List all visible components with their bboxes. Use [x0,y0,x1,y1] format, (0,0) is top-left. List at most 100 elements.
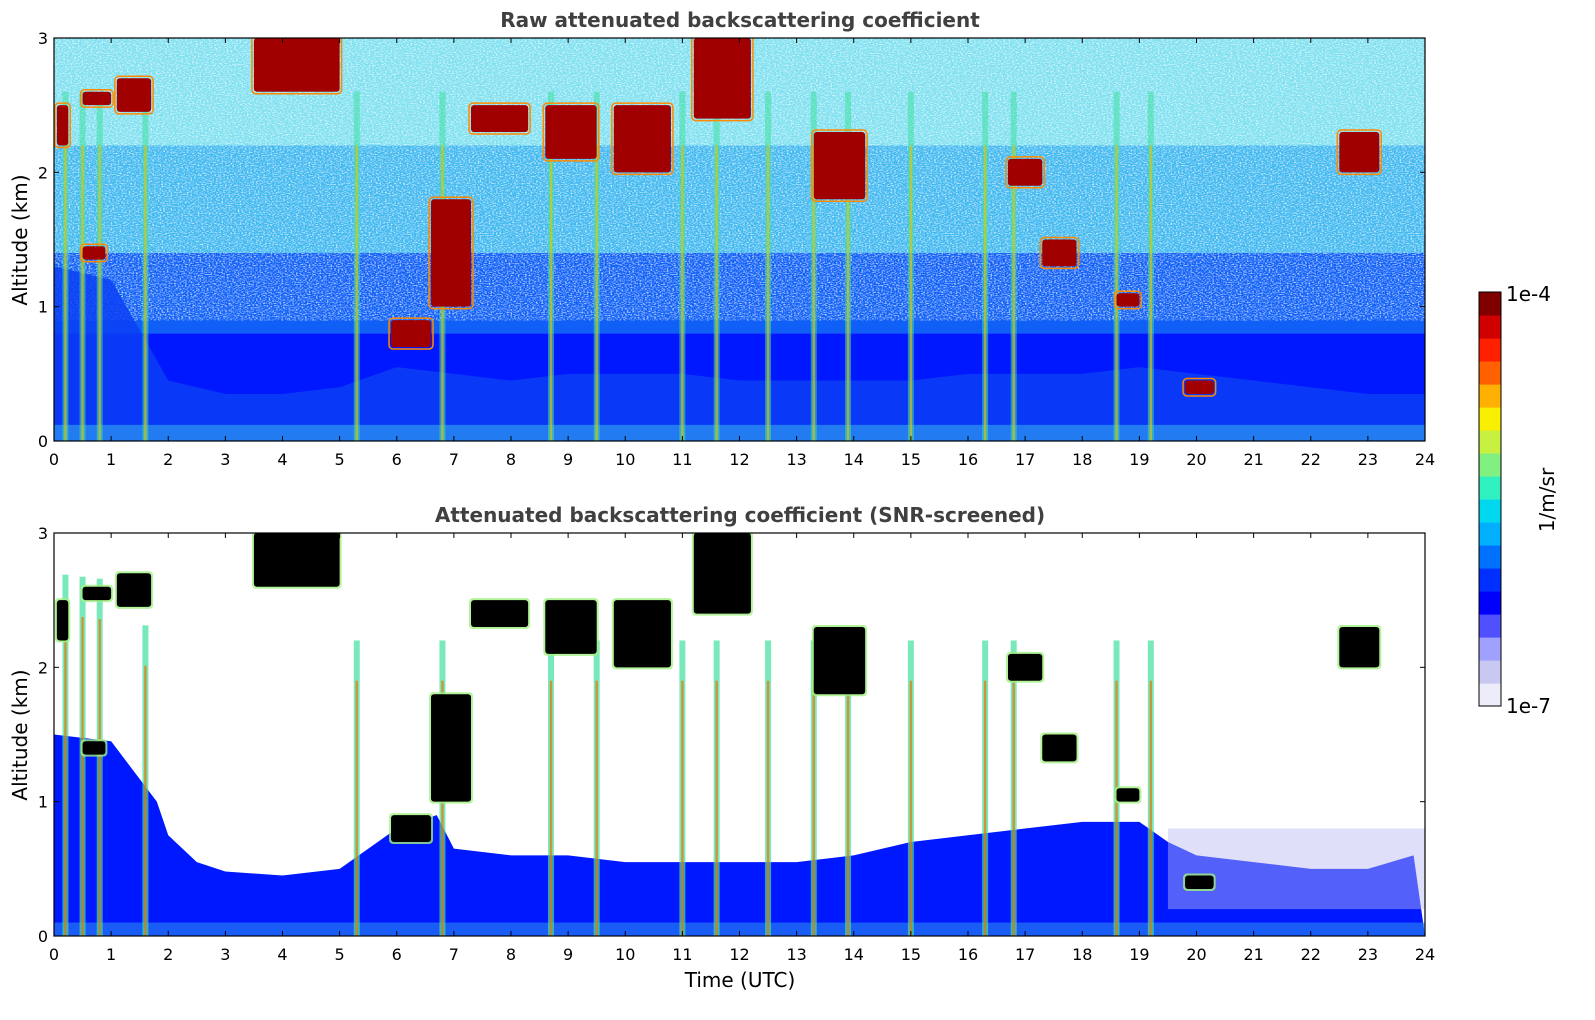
x-tick-label: 8 [506,945,516,964]
cloud-edge [1113,290,1143,310]
screened-panel-title: Attenuated backscattering coefficient (S… [434,503,1046,527]
raw-panel-title: Raw attenuated backscattering coefficien… [500,8,980,32]
cloud-layer-saturated [56,600,69,641]
colorbar-swatch [1479,338,1501,362]
x-tick-label: 10 [615,945,635,964]
cloud-edge [388,317,434,350]
precip-streak-core [355,680,358,936]
cloud-layer [431,199,472,307]
precip-streak-core [1115,145,1118,441]
raw-axis-ticks: 0 1 2 3 4 5 6 7 8 9 10 11 12 13 14 15 16 17 18 19 20 21 22 23 24… [38,29,1435,469]
colorbar-swatch [1479,361,1501,385]
colorbar-min-label: 1e-7 [1506,694,1551,718]
colorbar-swatch [1479,522,1501,546]
screened-heatmap [54,533,1425,936]
precip-streak-core [812,680,815,936]
screened-backscatter-panel: 0 1 2 3 4 5 6 7 8 9 10 11 12 13 14 15 16 17 18 19 20 21 22 23 24… [38,524,1435,964]
x-axis-label: Time (UTC) [684,968,796,992]
colorbar-swatch [1479,476,1501,500]
x-tick-label: 12 [729,945,749,964]
x-tick-label: 24 [1415,945,1435,964]
x-tick-label: 1 [106,450,116,469]
cloud-layer-saturated [545,600,597,654]
weak-signal-region [1167,828,1425,910]
colorbar-swatch [1479,614,1501,638]
x-tick-label: 13 [786,450,806,469]
raw-heatmap [54,38,1425,441]
precip-streak-core [441,680,444,936]
x-tick-label: 18 [1072,450,1092,469]
precip-streak-core [81,616,84,936]
x-tick-label: 9 [563,945,573,964]
cloud-edge [1039,236,1080,270]
cloud-layer-saturated [1185,875,1214,889]
cloud-edge [79,243,109,263]
x-tick-label: 4 [277,945,287,964]
colorbar-swatch [1479,384,1501,408]
x-tick-label: 2 [163,450,173,469]
x-tick-label: 22 [1301,945,1321,964]
x-tick-label: 10 [615,450,635,469]
x-tick-label: 24 [1415,450,1435,469]
cloud-edge [542,102,600,162]
precip-streak-core [549,145,553,441]
precip-streak-core [909,680,913,936]
x-tick-label: 7 [449,450,459,469]
x-tick-label: 17 [1015,945,1035,964]
precip-streak-core [1149,680,1152,936]
raw-backscatter-panel: 0 1 2 3 4 5 6 7 8 9 10 11 12 13 14 15 16 17 18 19 20 21 22 23 24… [38,29,1435,469]
precip-streak-core [983,145,987,441]
cloud-edge [114,75,154,115]
precip-streak-core [98,618,101,936]
cloud-edge [79,88,114,108]
cloud-layer-saturated [253,533,340,587]
colorbar-swatch [1479,591,1501,615]
precip-streak-core [846,145,850,441]
colorbar-unit-label: 1/m/sr [1535,467,1559,533]
cloud-layer-saturated [116,573,152,607]
y-tick-label: 3 [38,29,48,48]
precip-streak-core [144,665,147,936]
cloud-edge [691,38,754,122]
boundary-layer [54,266,1425,441]
precip-streak-core [64,145,67,441]
x-tick-label: 18 [1072,945,1092,964]
cloud-layer-saturated [813,627,866,695]
cloud-layer [82,91,112,106]
colorbar-max-label: 1e-4 [1506,282,1551,306]
x-tick-label: 11 [672,450,692,469]
cloud-edge [251,38,343,95]
x-tick-label: 19 [1129,945,1149,964]
x-tick-label: 4 [277,450,287,469]
x-tick-label: 17 [1015,450,1035,469]
y-tick-label: 0 [38,927,48,946]
y-tick-label: 3 [38,524,48,543]
x-tick-label: 0 [49,945,59,964]
cloud-layer [1042,239,1077,267]
x-tick-label: 2 [163,945,173,964]
cloud-layer [391,320,432,347]
cloud-edge [811,129,868,202]
raw-y-axis-label: Altitude (km) [8,174,32,306]
y-tick-label: 1 [38,298,48,317]
x-tick-label: 5 [335,945,345,964]
x-tick-label: 8 [506,450,516,469]
cloud-layer-saturated [1116,788,1140,802]
cloud-layer-saturated [613,600,671,668]
colorbar-swatch [1479,683,1501,707]
precip-streak-core [355,145,358,441]
cloud-edge [1336,129,1383,176]
x-tick-label: 16 [958,945,978,964]
x-tick-label: 3 [220,450,230,469]
x-tick-label: 1 [106,945,116,964]
x-tick-label: 12 [729,450,749,469]
y-tick-label: 2 [38,658,48,677]
cloud-layer [116,78,152,112]
precip-streak-core [715,145,718,441]
x-tick-label: 23 [1358,945,1378,964]
cloud-layer [545,105,597,159]
x-tick-label: 6 [392,945,402,964]
x-tick-label: 3 [220,945,230,964]
precip-streak-core [595,145,598,441]
x-tick-label: 23 [1358,450,1378,469]
